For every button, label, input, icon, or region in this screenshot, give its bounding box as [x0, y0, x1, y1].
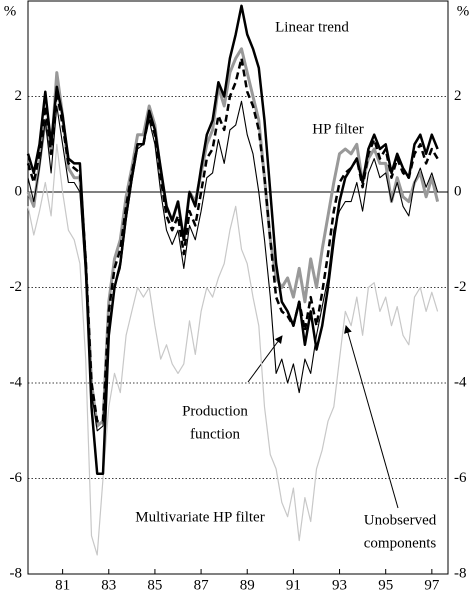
annotation: Unobserved: [364, 512, 437, 528]
y-tick-label-right: -6: [454, 470, 467, 486]
x-tick-label: 81: [55, 577, 70, 593]
y-tick-label: -2: [10, 279, 23, 295]
y-tick-label: 2: [15, 88, 23, 104]
x-tick-label: 93: [332, 577, 347, 593]
y-axis-label-right: %: [457, 3, 470, 19]
annotation: HP filter: [312, 121, 364, 137]
y-tick-label: -8: [10, 565, 23, 581]
y-axis-label: %: [4, 3, 17, 19]
y-tick-label-right: -8: [454, 565, 467, 581]
y-tick-label: 0: [15, 183, 23, 199]
x-tick-label: 87: [194, 577, 210, 593]
x-tick-label: 83: [101, 577, 116, 593]
series-line: [27, 100, 439, 432]
series-line: [27, 143, 439, 556]
y-tick-label: -6: [10, 470, 23, 486]
y-tick-label-right: 2: [454, 88, 462, 104]
x-tick-label: 91: [286, 577, 301, 593]
x-tick-label: 95: [378, 577, 393, 593]
series-line: [26, 4, 439, 475]
annotation: function: [190, 426, 240, 442]
x-tick-label: 97: [424, 577, 440, 593]
annotation: components: [364, 535, 437, 551]
annotation: Linear trend: [275, 19, 349, 35]
series-line: [26, 57, 439, 423]
grid: [28, 96, 448, 575]
y-tick-label: -4: [10, 374, 23, 390]
y-tick-label-right: -2: [454, 279, 467, 295]
arrow: [344, 325, 399, 509]
y-tick-label-right: -4: [454, 374, 467, 390]
arrow: [247, 335, 283, 383]
x-tick-label: 85: [147, 577, 162, 593]
annotation: Multivariate HP filter: [135, 509, 264, 525]
x-tick-label: 89: [240, 577, 255, 593]
y-tick-label-right: 0: [454, 183, 462, 199]
annotation: Production: [182, 403, 248, 419]
